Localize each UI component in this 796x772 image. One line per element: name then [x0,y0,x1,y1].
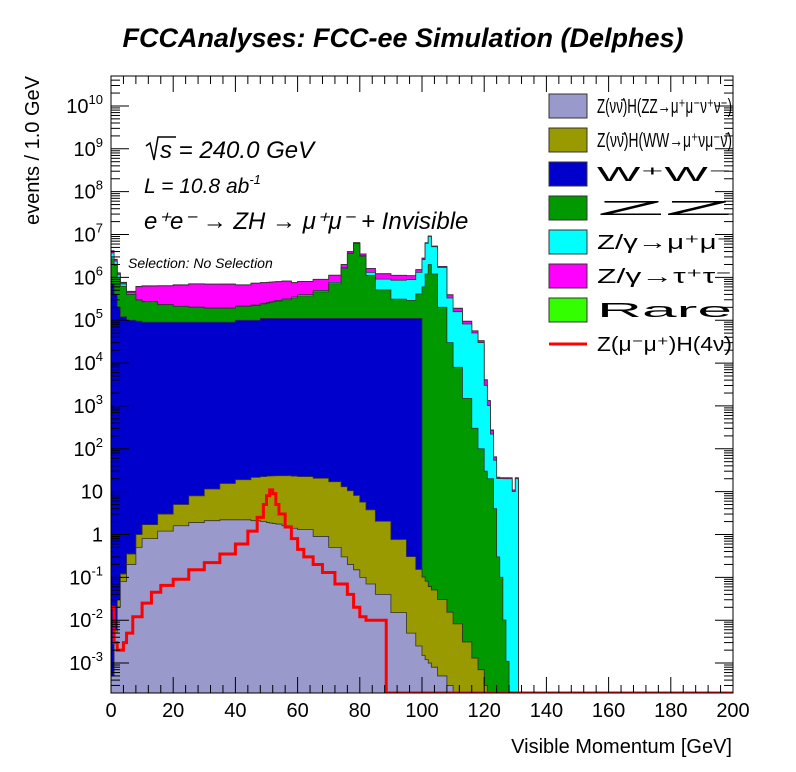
legend-swatch [548,93,588,119]
y-tick-exp: 9 [96,135,103,150]
luminosity-annotation: L = 10.8 ab-1 [144,172,261,198]
legend: Z(νν̄)H(ZZ→μ⁺μ⁻ν⁺ν⁻) Z(νν̄)H(WW→μ⁺νμ⁻ν̄) W… [548,93,732,356]
legend-item: W⁺W⁻ [548,161,732,187]
signal-histogram [111,488,733,693]
legend-label: Z/γ→μ⁺μ⁻ [597,232,732,254]
axes: 0 20 40 60 80 100 120 140 160 180 200 10-310-210-1… [22,75,750,758]
x-tick-label: 80 [349,700,371,722]
y-tick-exp: 7 [96,221,103,236]
y-tick-base: 10 [74,225,96,247]
x-axis-label: Visible Momentum [GeV] [511,736,732,758]
x-axis-ticks: 0 20 40 60 80 100 120 140 160 180 200 [105,76,750,722]
y-tick-label: 10-2 [69,606,103,632]
legend-item: ZZ [548,195,732,221]
x-tick-label: 60 [286,700,308,722]
chart-title: FCCAnalyses: FCC-ee Simulation (Delphes) [122,23,683,53]
legend-label: Z(νν̄)H(WW→μ⁺νμ⁻ν̄) [597,130,732,152]
y-tick-base: 10 [74,439,96,461]
process-text: e⁺e⁻ → ZH → μ⁺μ⁻ + Invisible [144,208,468,235]
y-tick-exp: 4 [96,349,103,364]
y-tick-base: 10 [74,353,96,375]
luminosity-text: L = 10.8 ab-1 [144,172,261,198]
y-tick-label: 107 [74,221,103,247]
x-tick-label: 200 [716,700,749,722]
x-tick-label: 180 [654,700,687,722]
legend-label: Rare [597,300,732,322]
legend-swatch [548,263,588,289]
legend-swatch [548,229,588,255]
legend-swatch [548,195,588,221]
y-tick-base: 10 [74,396,96,418]
legend-label: W⁺W⁻ [597,164,732,186]
y-axis-label: events / 1.0 GeV [22,75,44,225]
luminosity-main: L = 10.8 ab [144,175,250,198]
stack-series-0 [111,519,733,693]
y-tick-exp: -2 [91,606,103,621]
y-tick-label: 1010 [66,92,103,118]
legend-item: Rare [548,297,732,323]
legend-item: Z(μ⁻μ⁺)H(4ν) [549,334,732,356]
legend-swatch [548,297,588,323]
luminosity-exp: -1 [249,172,261,187]
y-tick-label: 106 [74,263,103,289]
legend-item: Z(νν̄)H(WW→μ⁺νμ⁻ν̄) [548,127,732,153]
y-tick-label: 108 [74,178,103,204]
legend-label: ZZ [597,198,732,220]
legend-label: Z/γ→τ⁺τ⁻ [597,266,732,288]
y-tick-base: 10 [74,310,96,332]
y-tick-exp: -1 [91,563,103,578]
y-tick-label: 1 [92,524,103,546]
legend-label: Z(μ⁻μ⁺)H(4ν) [597,334,732,356]
y-tick-exp: 2 [96,435,103,450]
x-tick-label: 160 [592,700,625,722]
annotations: s = 240.0 GeV L = 10.8 ab-1 e⁺e⁻ → ZH → … [128,136,468,271]
y-tick-label: 10 [81,482,103,504]
y-tick-base: 10 [69,653,91,675]
y-tick-base: 10 [69,610,91,632]
plot-area [111,76,733,693]
y-tick-exp: 8 [96,178,103,193]
y-tick-label: 104 [74,349,103,375]
y-tick-exp: -3 [91,649,103,664]
x-tick-label: 40 [224,700,246,722]
x-tick-label: 120 [468,700,501,722]
selection-text: Selection: No Selection [128,255,273,271]
stacked-histograms [111,235,733,693]
x-tick-label: 100 [405,700,438,722]
x-tick-label: 140 [530,700,563,722]
x-tick-label: 0 [105,700,116,722]
sqrt-s-annotation: s = 240.0 GeV [145,136,316,164]
legend-label: Z(νν̄)H(ZZ→μ⁺μ⁻ν⁺ν⁻) [597,96,732,118]
y-tick-base: 10 [74,182,96,204]
signal-line [111,488,733,693]
y-tick-label: 109 [74,135,103,161]
y-tick-label: 105 [74,306,103,332]
legend-item: Z(νν̄)H(ZZ→μ⁺μ⁻ν⁺ν⁻) [548,93,732,119]
y-tick-label: 102 [74,435,103,461]
y-tick-base: 10 [74,267,96,289]
legend-item: Z/γ→τ⁺τ⁻ [548,263,732,289]
y-tick-label: 103 [74,392,103,418]
y-tick-exp: 5 [96,306,103,321]
legend-swatch [548,127,588,153]
y-tick-base: 10 [74,139,96,161]
y-tick-exp: 10 [89,92,103,107]
y-tick-base: 10 [81,482,103,504]
legend-swatch [548,161,588,187]
y-tick-exp: 3 [96,392,103,407]
sqrt-s-text: s = 240.0 GeV [160,137,316,164]
sqrt-symbol [145,136,176,161]
y-tick-exp: 6 [96,263,103,278]
y-tick-label: 10-3 [69,649,103,675]
y-tick-base: 10 [69,567,91,589]
x-tick-label: 20 [162,700,184,722]
legend-item: Z/γ→μ⁺μ⁻ [548,229,732,255]
y-tick-base: 1 [92,524,103,546]
y-tick-base: 10 [66,96,88,118]
y-tick-label: 10-1 [69,563,103,589]
y-axis-ticks: 10-310-210-11101021031041051061071081091… [66,75,733,694]
